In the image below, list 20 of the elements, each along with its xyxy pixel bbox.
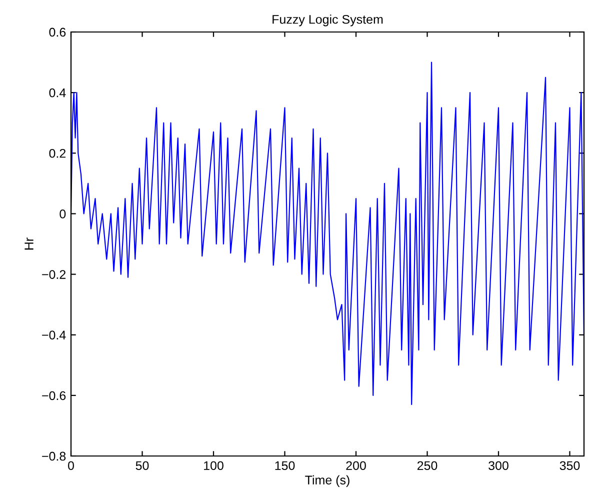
y-tick-label: −0.2 <box>42 270 66 279</box>
y-tick-label: −0.6 <box>42 391 66 400</box>
x-tick-label: 200 <box>346 461 366 470</box>
y-axis-title: Hr <box>24 238 34 250</box>
x-tick-label: 350 <box>560 461 580 470</box>
x-tick-label: 250 <box>417 461 438 470</box>
y-tick-label: 0.6 <box>49 28 66 37</box>
y-tick-label: −0.8 <box>42 452 66 461</box>
x-tick-label: 100 <box>204 461 224 470</box>
chart-title: Fuzzy Logic System <box>272 14 383 26</box>
y-tick-label: −0.4 <box>42 330 66 340</box>
x-axis-title: Time (s) <box>305 475 350 487</box>
x-tick-label: 0 <box>68 461 74 470</box>
x-tick-label: 50 <box>136 461 149 470</box>
y-tick-label: 0.4 <box>49 88 66 98</box>
line-series <box>71 62 584 406</box>
x-tick-label: 150 <box>275 461 295 470</box>
y-tick-label: 0.2 <box>49 148 66 158</box>
x-tick-label: 300 <box>488 461 508 470</box>
y-tick-label: 0 <box>60 210 66 218</box>
